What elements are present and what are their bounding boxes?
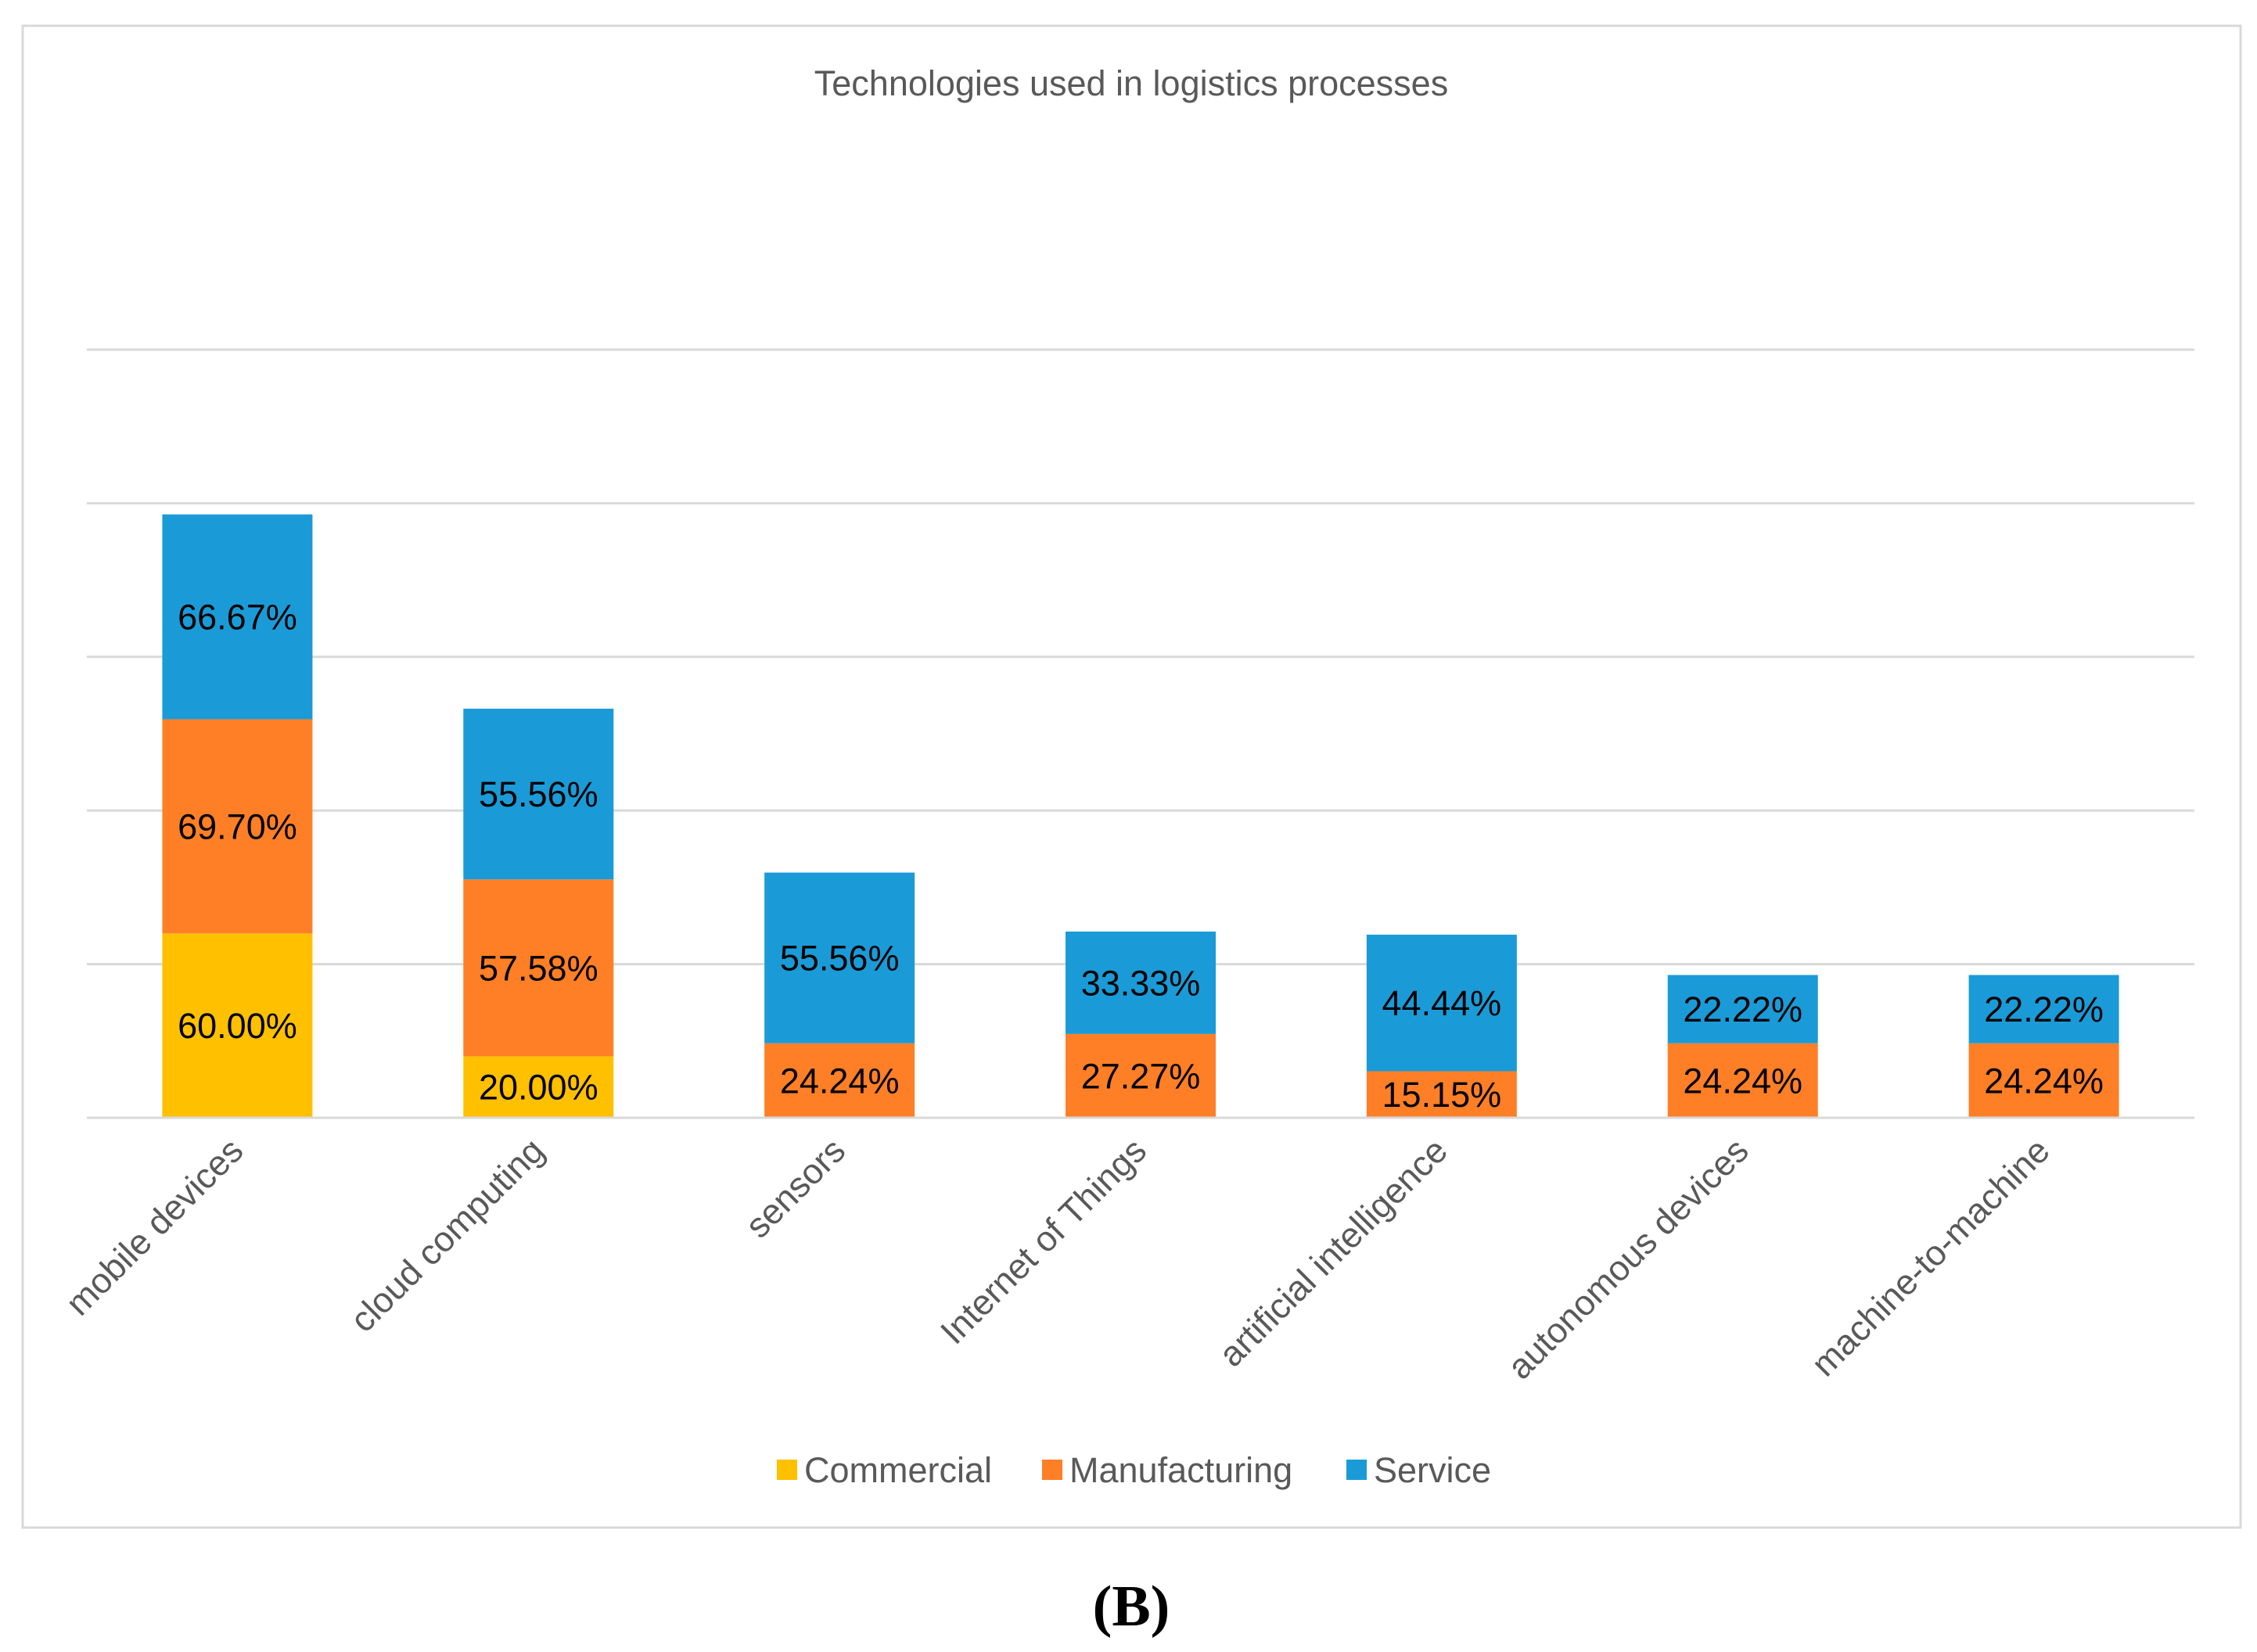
chart-frame bbox=[21, 24, 2242, 1529]
bar-segment-service-6 bbox=[1968, 975, 2119, 1043]
data-label-service-6: 22.22% bbox=[1984, 989, 2104, 1029]
bar-segment-service-3 bbox=[1066, 931, 1216, 1034]
bar-segment-manufacturing-0 bbox=[162, 719, 313, 934]
legend-label-manufacturing: Manufacturing bbox=[1069, 1450, 1292, 1490]
chart-title: Technologies used in logistics processes bbox=[814, 63, 1448, 103]
data-label-service-0: 66.67% bbox=[178, 598, 297, 637]
data-labels: 60.00% 69.70% 66.67% 20.00% 57.58% 55.56% 24.2… bbox=[178, 598, 2104, 1115]
bar-segment-manufacturing-3 bbox=[1066, 1033, 1216, 1118]
gridlines bbox=[87, 348, 2194, 966]
data-label-service-1: 55.56% bbox=[479, 774, 598, 814]
data-label-manufacturing-4: 15.15% bbox=[1382, 1075, 1502, 1115]
data-label-manufacturing-3: 27.27% bbox=[1081, 1056, 1201, 1096]
legend-swatch-manufacturing bbox=[1042, 1460, 1062, 1480]
data-label-service-3: 33.33% bbox=[1081, 963, 1201, 1003]
bar-segment-service-2 bbox=[764, 872, 915, 1043]
bar-segment-manufacturing-5 bbox=[1667, 1043, 1818, 1118]
legend: Commercial Manufacturing Service bbox=[777, 1450, 1491, 1490]
bar-segment-manufacturing-1 bbox=[463, 879, 614, 1057]
data-label-commercial-1: 20.00% bbox=[479, 1068, 598, 1108]
bar-segment-service-5 bbox=[1667, 975, 1818, 1043]
bar-segment-manufacturing-4 bbox=[1366, 1071, 1517, 1118]
bar-segment-service-0 bbox=[162, 514, 313, 720]
data-label-manufacturing-1: 57.58% bbox=[479, 948, 598, 988]
bars bbox=[162, 514, 2119, 1118]
bar-segment-commercial-1 bbox=[463, 1056, 614, 1118]
data-label-manufacturing-6: 24.24% bbox=[1984, 1061, 2104, 1101]
legend-label-service: Service bbox=[1374, 1450, 1491, 1490]
bar-segment-manufacturing-2 bbox=[764, 1043, 915, 1118]
data-label-commercial-0: 60.00% bbox=[178, 1006, 297, 1046]
bar-segment-service-4 bbox=[1366, 934, 1517, 1072]
figure-caption: (B) bbox=[1093, 1575, 1170, 1639]
legend-swatch-commercial bbox=[777, 1460, 797, 1480]
data-label-service-4: 44.44% bbox=[1382, 983, 1502, 1023]
legend-label-commercial: Commercial bbox=[804, 1450, 992, 1490]
legend-swatch-service bbox=[1346, 1460, 1367, 1480]
data-label-manufacturing-0: 69.70% bbox=[178, 806, 297, 846]
data-label-service-5: 22.22% bbox=[1683, 989, 1802, 1029]
data-label-service-2: 55.56% bbox=[780, 939, 900, 979]
bar-segment-commercial-0 bbox=[162, 933, 313, 1118]
bar-segment-service-1 bbox=[463, 709, 614, 880]
data-label-manufacturing-5: 24.24% bbox=[1683, 1061, 1802, 1101]
bar-segment-manufacturing-6 bbox=[1968, 1043, 2119, 1118]
data-label-manufacturing-2: 24.24% bbox=[780, 1061, 900, 1101]
